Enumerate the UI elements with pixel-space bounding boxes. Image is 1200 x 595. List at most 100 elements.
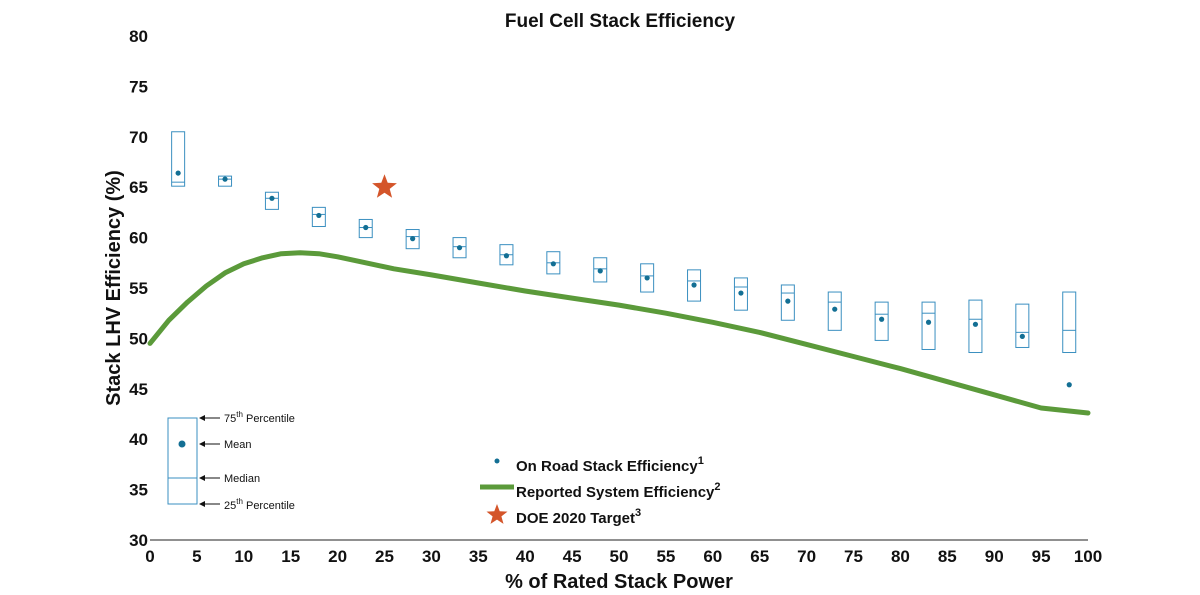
doe-target-marker bbox=[372, 174, 397, 198]
y-axis-label: Stack LHV Efficiency (%) bbox=[103, 170, 125, 406]
doe-target-star bbox=[372, 174, 397, 198]
x-tick-label: 50 bbox=[610, 547, 629, 566]
box-mean-point bbox=[972, 321, 979, 327]
x-axis-label: % of Rated Stack Power bbox=[505, 571, 733, 593]
x-tick-label: 60 bbox=[703, 547, 722, 566]
box-mean-point bbox=[222, 176, 228, 182]
x-tick-label: 40 bbox=[516, 547, 535, 566]
box-group bbox=[874, 301, 889, 341]
legend: On Road Stack Efficiency1 Reported Syste… bbox=[480, 455, 721, 527]
chart-title: Fuel Cell Stack Efficiency bbox=[505, 11, 736, 32]
y-tick-label: 30 bbox=[129, 531, 148, 550]
x-ticks: 0 5 10 15 20 25 30 35 40 45 50 55 60 65 70 75 80 85 90 95 10… bbox=[145, 547, 1102, 566]
key-75th-label: 75th Percentile bbox=[224, 410, 295, 425]
legend-item-reported-system: Reported System Efficiency2 bbox=[516, 481, 721, 501]
series-line-reported-system-efficiency bbox=[147, 250, 1091, 416]
box-iqr bbox=[264, 191, 279, 210]
x-tick-label: 5 bbox=[192, 547, 201, 566]
box-mean-point bbox=[550, 261, 556, 267]
box-mean-point bbox=[1066, 382, 1072, 388]
arrow-median bbox=[199, 475, 220, 481]
box-iqr bbox=[827, 291, 842, 331]
x-tick-label: 55 bbox=[656, 547, 675, 566]
y-tick-label: 35 bbox=[129, 481, 148, 500]
x-tick-label: 45 bbox=[563, 547, 582, 566]
box-group bbox=[499, 244, 514, 266]
box-iqr bbox=[1062, 291, 1077, 354]
box-mean-point bbox=[503, 253, 510, 259]
box-iqr bbox=[874, 301, 889, 341]
box-series bbox=[171, 131, 1077, 388]
x-tick-label: 20 bbox=[328, 547, 347, 566]
y-tick-label: 50 bbox=[129, 329, 148, 348]
box-iqr bbox=[218, 175, 233, 187]
box-iqr bbox=[358, 218, 373, 239]
box-group bbox=[171, 131, 186, 187]
box-group bbox=[546, 251, 561, 275]
box-group bbox=[405, 229, 420, 250]
arrow-mean bbox=[199, 441, 220, 447]
box-key-mean-dot bbox=[178, 440, 186, 448]
box-mean-point bbox=[410, 236, 416, 242]
x-tick-label: 85 bbox=[938, 547, 957, 566]
y-tick-label: 70 bbox=[129, 128, 148, 147]
box-iqr bbox=[780, 284, 795, 321]
box-iqr bbox=[733, 277, 748, 311]
box-group bbox=[1015, 303, 1030, 348]
box-group bbox=[780, 284, 795, 321]
box-mean-point bbox=[879, 316, 885, 322]
box-group bbox=[311, 206, 326, 228]
box-iqr bbox=[311, 206, 326, 228]
box-mean-point bbox=[597, 268, 603, 274]
key-median-label: Median bbox=[224, 473, 260, 485]
box-mean-point bbox=[691, 282, 697, 288]
x-tick-label: 30 bbox=[422, 547, 441, 566]
x-tick-label: 65 bbox=[750, 547, 769, 566]
x-tick-label: 100 bbox=[1074, 547, 1102, 566]
box-group bbox=[733, 277, 748, 311]
box-mean-point bbox=[456, 245, 463, 251]
key-mean-label: Mean bbox=[224, 439, 252, 451]
legend-marker-doe-target bbox=[486, 504, 508, 524]
x-tick-label: 75 bbox=[844, 547, 863, 566]
x-tick-label: 15 bbox=[281, 547, 300, 566]
y-ticks: 30 35 40 45 50 55 60 65 70 75 80 bbox=[129, 27, 148, 550]
box-group bbox=[968, 299, 983, 354]
legend-item-doe-target: DOE 2020 Target3 bbox=[516, 507, 641, 527]
y-tick-label: 40 bbox=[129, 430, 148, 449]
box-mean-point bbox=[644, 275, 650, 281]
x-tick-label: 80 bbox=[891, 547, 910, 566]
box-iqr bbox=[1015, 303, 1030, 348]
legend-item-on-road: On Road Stack Efficiency1 bbox=[516, 455, 704, 475]
box-group bbox=[921, 301, 936, 350]
y-tick-label: 80 bbox=[129, 27, 148, 46]
box-group bbox=[640, 263, 655, 293]
box-iqr bbox=[171, 131, 186, 187]
box-mean-point bbox=[175, 170, 181, 176]
box-key-box bbox=[167, 417, 198, 505]
y-tick-label: 65 bbox=[129, 178, 148, 197]
box-iqr bbox=[452, 237, 467, 259]
box-group bbox=[1062, 291, 1077, 388]
x-tick-label: 0 bbox=[145, 547, 154, 566]
y-tick-label: 55 bbox=[129, 279, 148, 298]
box-iqr bbox=[921, 301, 936, 350]
x-tick-label: 10 bbox=[234, 547, 253, 566]
box-group bbox=[593, 257, 608, 283]
box-group bbox=[827, 291, 842, 331]
arrow-25th bbox=[199, 501, 220, 507]
box-mean-point bbox=[1019, 333, 1025, 339]
box-iqr bbox=[405, 229, 420, 250]
box-mean-point bbox=[925, 319, 932, 325]
box-mean-point bbox=[832, 306, 838, 312]
y-tick-label: 60 bbox=[129, 229, 148, 248]
box-mean-point bbox=[363, 224, 369, 231]
box-mean-point bbox=[785, 298, 791, 304]
box-mean-point bbox=[269, 195, 275, 201]
box-group bbox=[687, 269, 702, 302]
x-tick-label: 35 bbox=[469, 547, 488, 566]
box-group bbox=[218, 175, 233, 187]
y-tick-label: 45 bbox=[129, 380, 148, 399]
box-iqr bbox=[968, 299, 983, 354]
